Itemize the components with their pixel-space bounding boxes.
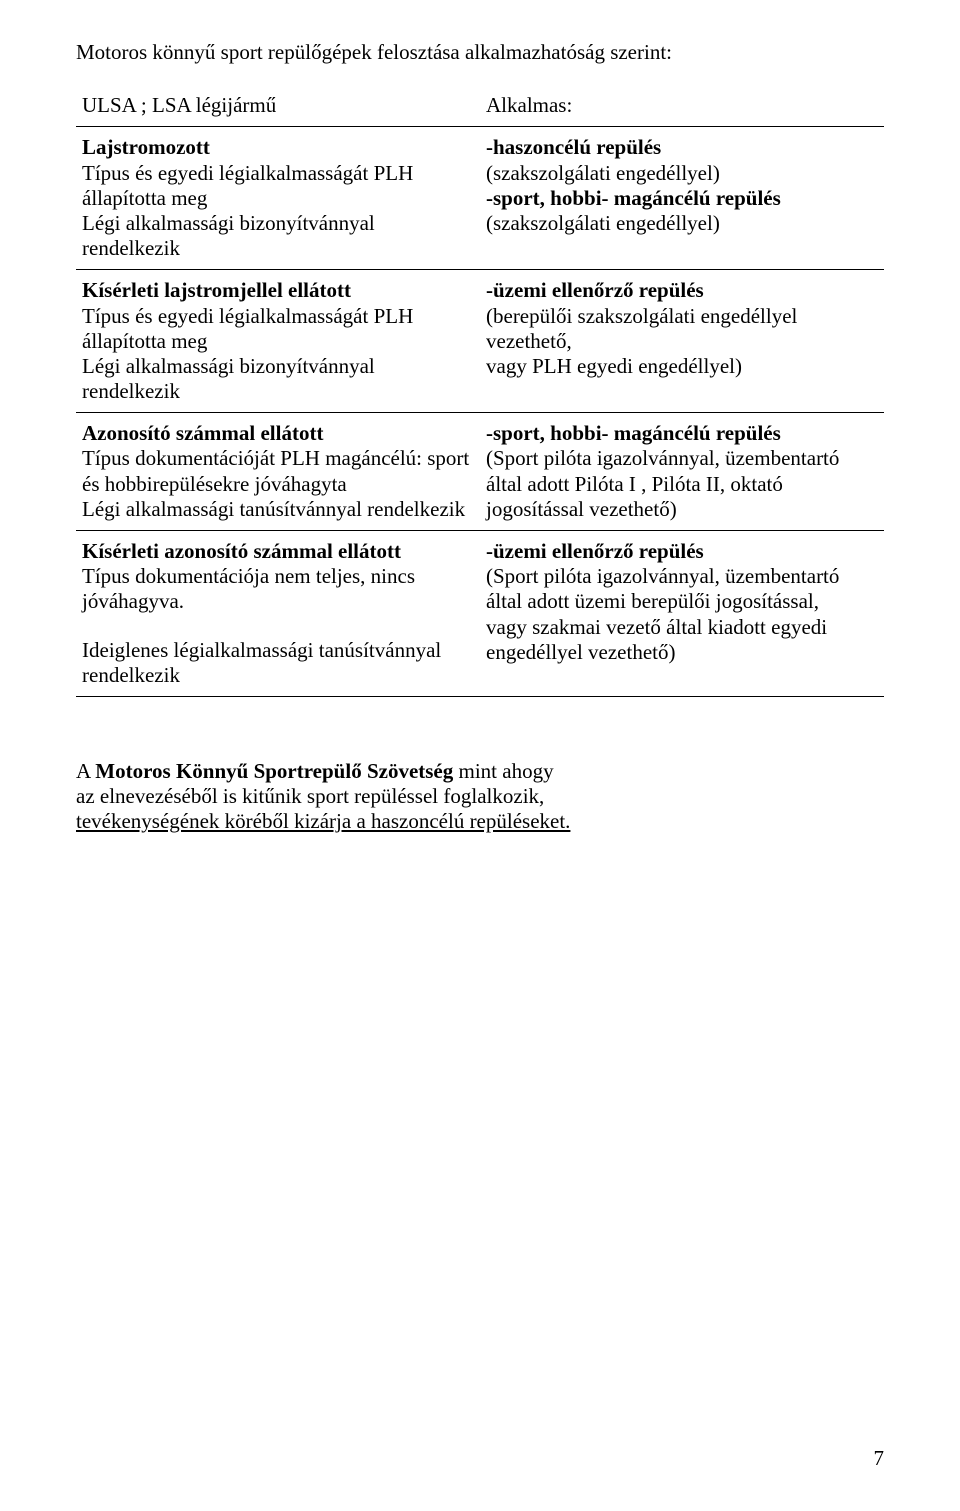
table-row: Azonosító számmal ellátott Típus dokumen…: [76, 413, 884, 531]
cell-right: -üzemi ellenőrző repülés (Sport pilóta i…: [480, 531, 884, 697]
purpose-line: (Sport pilóta igazolvánnyal, üzembentart…: [486, 564, 874, 614]
category-heading: Kísérleti azonosító számmal ellátott: [82, 539, 470, 564]
page-number: 7: [874, 1446, 885, 1471]
cell-right: -sport, hobbi- magáncélú repülés (Sport …: [480, 413, 884, 531]
table-row: ULSA ; LSA légijármű Alkalmas:: [76, 85, 884, 127]
category-line: Légi alkalmassági bizonyítvánnyal rendel…: [82, 354, 470, 404]
cell-left: Kísérleti lajstromjellel ellátott Típus …: [76, 270, 480, 413]
purpose-line: (szakszolgálati engedéllyel): [486, 161, 874, 186]
closing-underline: tevékenységének köréből kizárja a haszon…: [76, 809, 884, 834]
cell-left: Lajstromozott Típus és egyedi légialkalm…: [76, 127, 480, 270]
classification-table: ULSA ; LSA légijármű Alkalmas: Lajstromo…: [76, 85, 884, 697]
cell-left-header: ULSA ; LSA légijármű: [76, 85, 480, 127]
category-line: Típus és egyedi légialkalmasságát PLH ál…: [82, 304, 470, 354]
blank-line: [82, 615, 470, 638]
category-line: Ideiglenes légialkalmassági tanúsítvánny…: [82, 638, 470, 688]
category-line: Típus és egyedi légialkalmasságát PLH ál…: [82, 161, 470, 211]
category-heading: Azonosító számmal ellátott: [82, 421, 470, 446]
purpose-bold: -sport, hobbi- magáncélú repülés: [486, 186, 781, 210]
purpose-bold: -haszoncélú repülés: [486, 135, 661, 159]
category-line: Típus dokumentációja nem teljes, nincs j…: [82, 564, 470, 614]
category-line: Légi alkalmassági tanúsítvánnyal rendelk…: [82, 497, 470, 522]
category-heading: Kísérleti lajstromjellel ellátott: [82, 278, 470, 303]
category-line: Típus dokumentációját PLH magáncélú: spo…: [82, 446, 470, 496]
closing-text: A: [76, 759, 95, 783]
cell-right-header: Alkalmas:: [480, 85, 884, 127]
purpose-bold: -üzemi ellenőrző repülés: [486, 539, 704, 563]
cell-left: Kísérleti azonosító számmal ellátott Típ…: [76, 531, 480, 697]
cell-right: -haszoncélú repülés (szakszolgálati enge…: [480, 127, 884, 270]
category-heading: Lajstromozott: [82, 135, 470, 160]
closing-text: az elnevezéséből is kitűnik sport repülé…: [76, 784, 884, 809]
table-row: Kísérleti lajstromjellel ellátott Típus …: [76, 270, 884, 413]
purpose-line: (berepülői szakszolgálati engedéllyel ve…: [486, 304, 874, 354]
closing-paragraph: A Motoros Könnyű Sportrepülő Szövetség m…: [76, 759, 884, 835]
cell-left: Azonosító számmal ellátott Típus dokumen…: [76, 413, 480, 531]
purpose-line: (Sport pilóta igazolvánnyal, üzembentart…: [486, 446, 874, 522]
purpose-line: vagy PLH egyedi engedéllyel): [486, 354, 874, 379]
purpose-bold: -sport, hobbi- magáncélú repülés: [486, 421, 781, 445]
table-row: Lajstromozott Típus és egyedi légialkalm…: [76, 127, 884, 270]
cell-right: -üzemi ellenőrző repülés (berepülői szak…: [480, 270, 884, 413]
closing-bold: Motoros Könnyű Sportrepülő Szövetség: [95, 759, 453, 783]
purpose-line: (szakszolgálati engedéllyel): [486, 211, 874, 236]
purpose-line: vagy szakmai vezető által kiadott egyedi…: [486, 615, 874, 665]
purpose-bold: -üzemi ellenőrző repülés: [486, 278, 704, 302]
document-title: Motoros könnyű sport repülőgépek feloszt…: [76, 40, 884, 65]
table-row: Kísérleti azonosító számmal ellátott Típ…: [76, 531, 884, 697]
category-line: Légi alkalmassági bizonyítvánnyal rendel…: [82, 211, 470, 261]
closing-text: mint ahogy: [453, 759, 553, 783]
